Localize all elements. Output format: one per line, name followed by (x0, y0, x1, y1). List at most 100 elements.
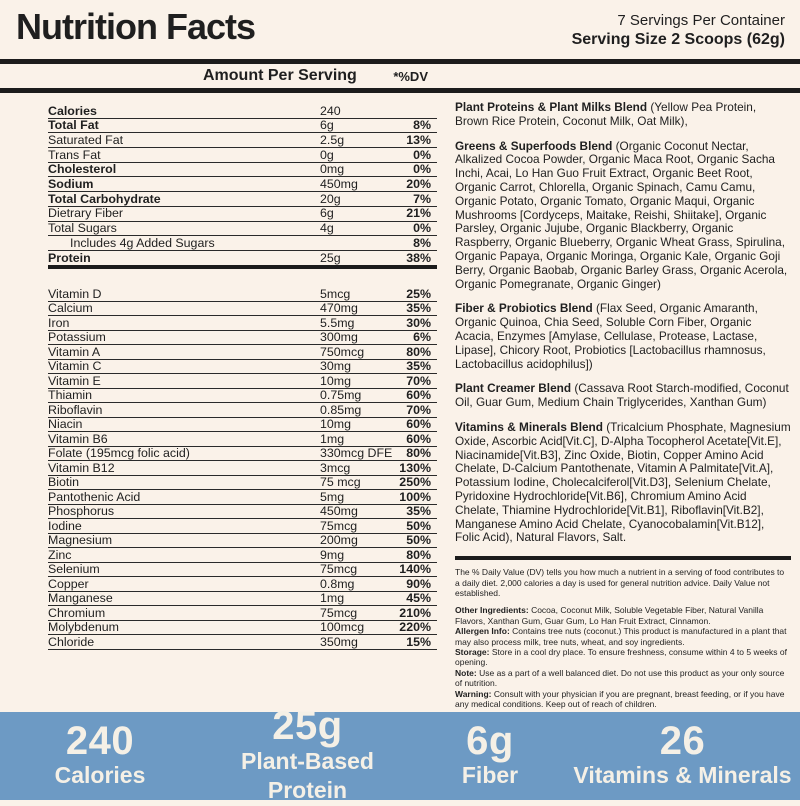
nutrient-amount: 75 mcg (320, 475, 361, 490)
nutrient-daily-value: 90% (406, 576, 431, 591)
table-row: Folate (195mcg folic acid) 330mcg DFE 80… (48, 447, 437, 461)
nutrient-daily-value: 35% (406, 504, 431, 519)
nutrient-label: Chromium (48, 605, 106, 620)
nutrient-daily-value: 60% (406, 388, 431, 403)
nutrient-label: Dietrary Fiber (48, 206, 124, 221)
ingredients-panel: Plant Proteins & Plant Milks Blend (Yell… (455, 100, 791, 710)
nutrient-daily-value: 15% (406, 634, 431, 649)
nutrient-amount: 1mg (320, 431, 345, 446)
nutrient-daily-value: 30% (406, 315, 431, 330)
blend-name: Greens & Superfoods Blend (455, 138, 613, 153)
table-row: Phosphorus 450mg 35% (48, 504, 437, 519)
nutrient-daily-value: 38% (406, 250, 431, 265)
blend-paragraph: Plant Creamer Blend (Cassava Root Starch… (455, 381, 791, 410)
nutrient-label: Vitamin D (48, 286, 102, 301)
nutrient-amount: 25g (320, 250, 341, 265)
nutrient-daily-value: 130% (399, 460, 431, 475)
nutrient-label: Saturated Fat (48, 133, 124, 148)
table-row: Vitamin C 30mg 35% (48, 359, 437, 374)
nutrient-amount: 0.85mg (320, 402, 362, 417)
nutrient-daily-value: 220% (399, 620, 431, 635)
nutrient-amount: 0.75mg (320, 388, 362, 403)
nutrient-label: Chloride (48, 634, 95, 649)
page-title: Nutrition Facts (16, 6, 256, 47)
stat-item: 240 Calories (0, 718, 200, 792)
nutrient-amount: 200mg (320, 533, 358, 548)
table-row: Total Fat 6g 8% (48, 119, 437, 134)
nutrient-amount: 3mcg (320, 460, 351, 475)
blend-detail: (Tricalcium Phosphate, Magnesium Oxide, … (455, 419, 791, 545)
stat-value: 26 (659, 718, 706, 763)
table-row: Calcium 470mg 35% (48, 301, 437, 316)
table-row: Cholesterol 0mg 0% (48, 163, 437, 178)
table-row: Trans Fat 0g 0% (48, 148, 437, 163)
nutrient-label: Vitamin C (48, 359, 102, 374)
nutrient-daily-value: 210% (399, 605, 431, 620)
nutrient-amount: 6g (320, 118, 334, 133)
table-row: Manganese 1mg 45% (48, 591, 437, 606)
stat-item: 25g Plant-Based Protein (200, 705, 415, 806)
table-row: Molybdenum 100mcg 220% (48, 620, 437, 635)
table-row: Copper 0.8mg 90% (48, 577, 437, 592)
nutrient-label: Vitamin E (48, 373, 101, 388)
nutrient-daily-value: 13% (406, 133, 431, 148)
nutrient-label: Riboflavin (48, 402, 103, 417)
table-row: Protein 25g 38% (48, 251, 437, 269)
serving-info: 7 Servings Per Container Serving Size 2 … (572, 11, 785, 50)
nutrient-amount: 2.5g (320, 133, 345, 148)
column-header-row: Amount Per Serving *%DV (0, 64, 800, 88)
nutrient-amount: 75mcg (320, 605, 358, 620)
nutrient-amount: 5mg (320, 489, 345, 504)
table-row: Total Sugars 4g 0% (48, 222, 437, 237)
nutrient-daily-value: 80% (406, 547, 431, 562)
nutrient-label: Manganese (48, 591, 113, 606)
footnote-item: Warning: Consult with your physician if … (455, 689, 791, 710)
nutrient-label: Protein (48, 250, 91, 265)
table-row: Magnesium 200mg 50% (48, 533, 437, 548)
nutrient-label: Total Fat (48, 118, 99, 133)
footnote-item: Storage: Store in a cool dry place. To e… (455, 647, 791, 668)
stat-label: Fiber (461, 762, 519, 789)
amount-per-serving-header: Amount Per Serving (203, 67, 357, 84)
nutrition-table-main: Calories 240 Total Fat 6g 8% Saturated F… (48, 104, 437, 269)
footnote-item: Note: Use as a part of a well balanced d… (455, 668, 791, 689)
nutrient-amount: 350mg (320, 634, 358, 649)
nutrient-amount: 1mg (320, 591, 345, 606)
stat-item: 6g Fiber (415, 720, 565, 792)
table-row: Includes 4g Added Sugars 8% (48, 236, 437, 251)
daily-value-footnote: The % Daily Value (DV) tells you how muc… (455, 567, 785, 598)
table-row: Niacin 10mg 60% (48, 417, 437, 432)
footnote-item: Allergen Info: Contains tree nuts (cocon… (455, 626, 791, 647)
blend-paragraph: Vitamins & Minerals Blend (Tricalcium Ph… (455, 419, 791, 545)
nutrient-label: Biotin (48, 475, 79, 490)
nutrient-daily-value: 45% (406, 591, 431, 606)
stat-value: 240 (65, 718, 135, 763)
footnote-label: Allergen Info: (455, 626, 510, 637)
table-row: Vitamin E 10mg 70% (48, 374, 437, 389)
nutrient-daily-value: 60% (406, 431, 431, 446)
blend-detail: (Organic Coconut Nectar, Alkalized Cocoa… (455, 138, 788, 291)
nutrient-amount: 75mcg (320, 562, 358, 577)
nutrient-daily-value: 0% (413, 162, 431, 177)
nutrient-label: Vitamin A (48, 344, 101, 359)
nutrient-amount: 10mg (320, 373, 351, 388)
header-rule-top (0, 59, 800, 64)
footnote-text: Contains tree nuts (coconut.) This produ… (455, 626, 787, 647)
table-row: Zinc 9mg 80% (48, 548, 437, 563)
table-row: Sodium 450mg 20% (48, 177, 437, 193)
nutrient-daily-value: 0% (413, 147, 431, 162)
nutrient-label: Sodium (48, 177, 94, 192)
blend-paragraph: Plant Proteins & Plant Milks Blend (Yell… (455, 100, 791, 129)
table-row: Chromium 75mcg 210% (48, 606, 437, 621)
nutrient-daily-value: 80% (406, 344, 431, 359)
serving-size: Serving Size 2 Scoops (62g) (571, 31, 785, 48)
nutrient-daily-value: 20% (406, 177, 431, 192)
blend-detail: (Cassava Root Starch-modified, Coconut O… (455, 381, 789, 410)
nutrient-amount: 5mcg (320, 286, 351, 301)
nutrient-label: Calcium (48, 301, 93, 316)
nutrient-label: Total Carbohydrate (48, 191, 161, 206)
nutrient-daily-value: 60% (406, 417, 431, 432)
blend-detail: (Yellow Pea Protein, Brown Rice Protein,… (455, 100, 757, 128)
table-row: Chloride 350mg 15% (48, 635, 437, 650)
